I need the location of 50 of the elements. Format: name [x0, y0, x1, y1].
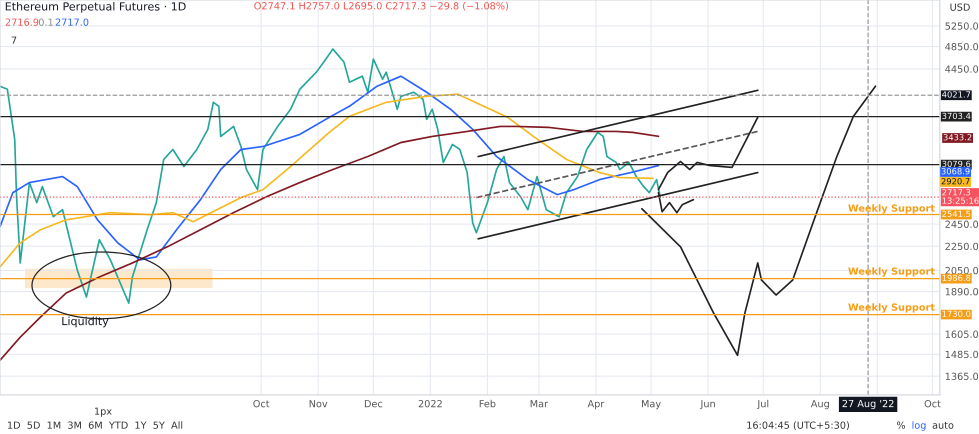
y-tick-label: 1890.0 [946, 288, 978, 296]
x-tick-label: Oct [924, 400, 941, 408]
annotation: Weekly Support [848, 303, 935, 313]
ref-line-label: 1730.0 [942, 310, 970, 317]
x-tick-label: Feb [480, 400, 496, 408]
annotation: Liquidity [62, 316, 108, 328]
ref-line-label: 3079.6 [942, 160, 970, 168]
x-tick-label: 2022 [418, 400, 442, 408]
text: 1px [95, 408, 112, 417]
annotation: 2717.0 [56, 18, 88, 26]
text: log [912, 421, 926, 431]
x-tick-label: May [642, 400, 661, 410]
x-tick-label: Jun [700, 400, 715, 410]
annotation: 2716.9 [6, 18, 38, 26]
x-tick-label: Jul [756, 400, 768, 410]
ref-line-label: 2541.5 [942, 210, 970, 217]
chart-subtitle: O2747.1 H2757.0 L2695.0 C2717.3 −29.8 (−1.08%) [254, 2, 508, 11]
annotation: Weekly Support [848, 204, 935, 214]
ref-line-label: 1986.8 [942, 274, 970, 281]
y-tick-label: 5250.0 [945, 22, 978, 30]
text: 2920.7 [942, 178, 970, 184]
x-tick-label: Aug [810, 400, 829, 410]
annotation: 0.1 [38, 18, 53, 26]
text: 3433.2 [944, 134, 972, 140]
annotation: 7 [12, 36, 16, 44]
text: 16:04:45 (UTC+5:30) [747, 421, 849, 430]
text: USD [950, 3, 970, 11]
text: % [896, 421, 906, 429]
x-tick-label: Mar [530, 400, 548, 408]
ref-line-label: 2717.3 13:25:16 [942, 189, 979, 204]
x-tick-label: Dec [364, 400, 382, 408]
text: 3068.9 [942, 168, 970, 174]
ref-line-label: 4021.7 [942, 91, 970, 98]
ref-line-label: 27 Aug '22 [842, 400, 894, 410]
y-tick-label: 4450.0 [945, 65, 978, 73]
y-tick-label: 2250.0 [945, 242, 978, 250]
x-tick-label: Nov [310, 400, 328, 408]
x-tick-label: Oct [253, 400, 270, 408]
text: 1D 5D 1M 3M 6M YTD 1Y 5Y All [8, 421, 182, 429]
y-tick-label: 1485.0 [946, 350, 978, 358]
y-tick-label: 1605.0 [946, 330, 978, 338]
y-tick-label: 1365.0 [946, 372, 978, 380]
text: auto [932, 422, 954, 429]
y-tick-label: 4850.0 [945, 42, 978, 50]
ref-line-label: 3703.4 [942, 112, 970, 120]
x-tick-label: Apr [588, 400, 604, 410]
y-tick-label: 2450.0 [945, 220, 978, 228]
chart-title: Ethereum Perpetual Futures · 1D [6, 2, 186, 13]
annotation: Weekly Support [848, 267, 935, 277]
y-tick-label: 2050.0 [945, 266, 978, 274]
